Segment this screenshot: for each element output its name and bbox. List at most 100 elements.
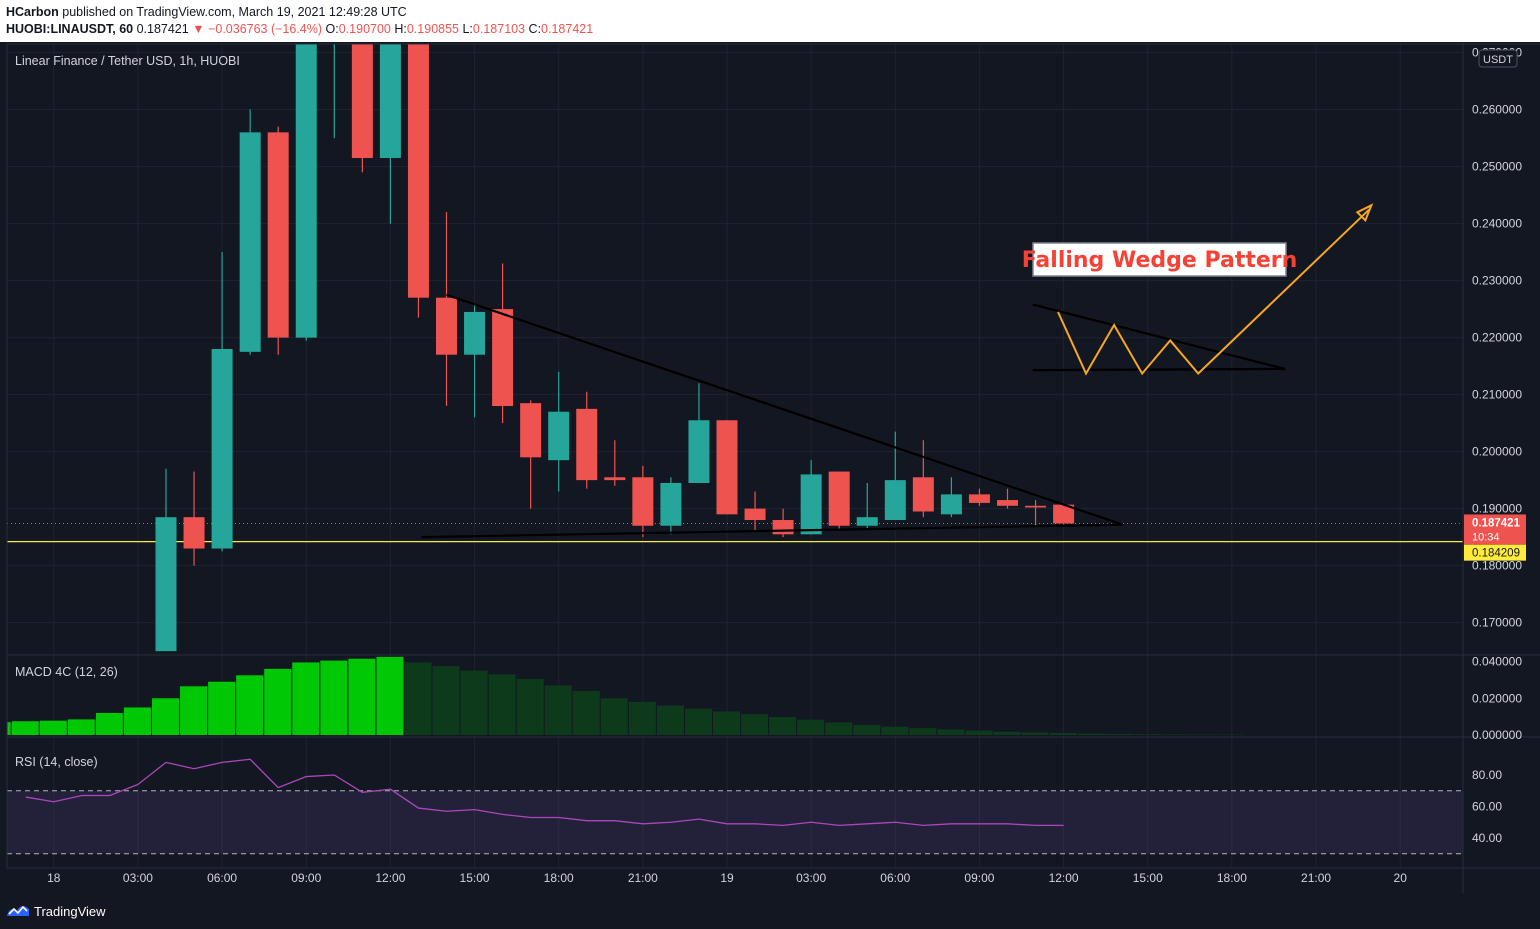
- macd-bar: [404, 662, 432, 735]
- candle[interactable]: [1053, 503, 1075, 526]
- candle[interactable]: [464, 303, 486, 418]
- time-axis-tick: 21:00: [628, 871, 658, 885]
- author-name[interactable]: HCarbon: [6, 5, 59, 19]
- macd-bar: [600, 698, 628, 735]
- candle[interactable]: [856, 482, 878, 529]
- drawings: Falling Wedge Pattern: [421, 203, 1374, 539]
- tradingview-logo-icon[interactable]: [6, 902, 30, 918]
- candle[interactable]: [407, 42, 429, 318]
- symbol-info: HUOBI:LINAUSDT, 60 0.187421 ▼ −0.036763 …: [6, 22, 593, 36]
- currency-badge[interactable]: [1478, 49, 1518, 68]
- projection-zigzag[interactable]: [1057, 208, 1371, 376]
- down-triangle-icon: ▼: [192, 22, 205, 36]
- time-axis-tick: 09:00: [291, 871, 321, 885]
- candle[interactable]: [267, 126, 289, 355]
- candle[interactable]: [660, 477, 682, 535]
- last-price-tag: [1464, 514, 1526, 545]
- candle[interactable]: [295, 42, 317, 341]
- candle-body: [576, 408, 598, 481]
- candle-body: [997, 500, 1018, 506]
- macd-bar: [769, 716, 797, 735]
- candle[interactable]: [912, 440, 934, 518]
- labels: Linear Finance / Tether USD, 1h, HUOBI US…: [15, 49, 1526, 769]
- candle-body: [464, 311, 486, 355]
- candle-body: [407, 44, 429, 298]
- countdown-label: 10:34: [1472, 531, 1500, 543]
- macd-bar: [937, 729, 965, 735]
- candle[interactable]: [239, 109, 261, 355]
- macd-bar: [909, 728, 937, 735]
- macd-bar: [684, 708, 712, 735]
- candle[interactable]: [324, 42, 345, 139]
- candle[interactable]: [351, 42, 373, 173]
- candle[interactable]: [576, 391, 598, 489]
- candle[interactable]: [492, 263, 514, 424]
- time-axis-tick: 06:00: [207, 871, 237, 885]
- candle-body: [436, 297, 457, 355]
- candle[interactable]: [211, 252, 233, 552]
- chart-title: Linear Finance / Tether USD, 1h, HUOBI: [15, 54, 240, 68]
- upper-trendline[interactable]: [446, 293, 1123, 526]
- price-axis-tick: 0.250000: [1472, 160, 1522, 174]
- macd-bar: [39, 720, 67, 735]
- candle[interactable]: [436, 212, 457, 407]
- candle-body: [239, 132, 261, 352]
- candle[interactable]: [744, 491, 766, 532]
- macd-bar: [320, 660, 348, 735]
- candle[interactable]: [997, 488, 1018, 509]
- candle[interactable]: [828, 471, 850, 529]
- rsi-axis-tick: 80.00: [1472, 768, 1502, 782]
- macd-bar: [67, 719, 95, 735]
- candle-body: [379, 44, 401, 159]
- macd-bar: [432, 666, 460, 735]
- price-axis-tick: 0.220000: [1472, 331, 1522, 345]
- macd-bar: [292, 662, 320, 735]
- candle[interactable]: [688, 383, 710, 483]
- candle[interactable]: [155, 468, 177, 652]
- candle[interactable]: [604, 440, 626, 486]
- candle[interactable]: [632, 465, 654, 538]
- macd-bar: [95, 712, 123, 735]
- candle-body: [884, 480, 906, 521]
- candle-body: [548, 411, 570, 461]
- candle[interactable]: [548, 371, 570, 492]
- candle-body: [968, 494, 990, 503]
- candle-body: [856, 517, 878, 526]
- time-axis-tick: 20: [1394, 871, 1408, 885]
- wedge-upper-line[interactable]: [1032, 303, 1286, 371]
- symbol-label: HUOBI:LINAUSDT, 60: [6, 22, 134, 36]
- time-axis-tick: 18:00: [1217, 871, 1247, 885]
- rsi-axis-tick: 40.00: [1472, 831, 1502, 845]
- macd-bar: [853, 724, 881, 735]
- candle[interactable]: [183, 471, 205, 566]
- candle[interactable]: [940, 477, 962, 518]
- macd-bar: [516, 678, 544, 735]
- publish-info: HCarbon published on TradingView.com, Ma…: [6, 5, 407, 19]
- price-axis-tick: 0.180000: [1472, 559, 1522, 573]
- annotation-text: Falling Wedge Pattern: [1022, 248, 1298, 273]
- candle[interactable]: [968, 488, 990, 506]
- candle-body: [716, 420, 738, 515]
- candle[interactable]: [716, 420, 738, 515]
- macd-bar: [628, 701, 656, 735]
- price-chart[interactable]: 0.170000 0.180000 0.190000 0.200000 0.210000…: [0, 42, 1540, 893]
- candle[interactable]: [520, 400, 542, 509]
- wedge-lower-line[interactable]: [1032, 367, 1286, 372]
- candle[interactable]: [379, 42, 401, 224]
- arrow-head-icon: [1355, 203, 1374, 223]
- support-price-tag: [1464, 544, 1526, 561]
- candle-body: [912, 477, 934, 512]
- close-label: C:: [528, 22, 542, 36]
- high-label: H:: [394, 22, 407, 36]
- candle[interactable]: [800, 460, 822, 535]
- brand-name[interactable]: TradingView: [34, 904, 106, 919]
- macd-pane: [7, 656, 1245, 735]
- time-axis-tick: 19: [720, 871, 734, 885]
- macd-bar: [656, 705, 684, 735]
- annotation-box[interactable]: [1032, 242, 1287, 277]
- macd-bar: [376, 656, 404, 735]
- macd-bar: [1133, 734, 1161, 735]
- candle-body: [295, 44, 317, 338]
- lower-trendline[interactable]: [421, 523, 1123, 539]
- candle[interactable]: [1025, 500, 1047, 526]
